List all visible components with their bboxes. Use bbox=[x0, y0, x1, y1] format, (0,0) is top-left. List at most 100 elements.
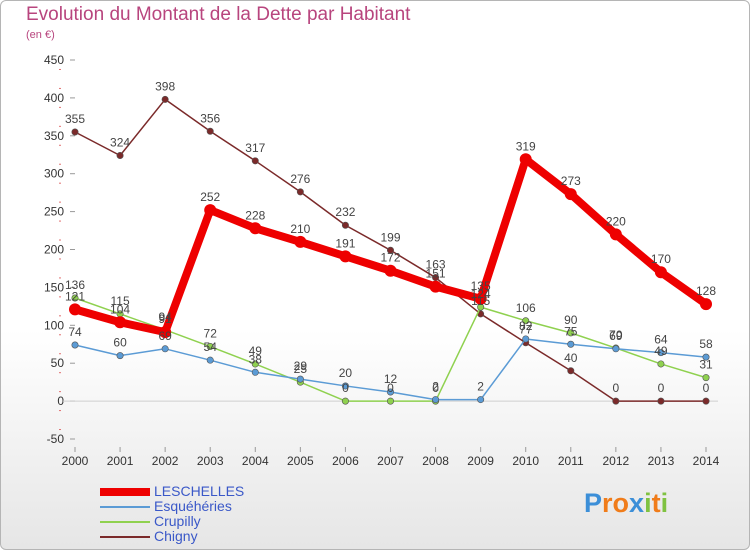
data-label: 82 bbox=[519, 319, 533, 333]
data-label: 77 bbox=[519, 323, 533, 337]
data-label: 128 bbox=[696, 284, 716, 298]
x-tick-label: 2007 bbox=[377, 454, 404, 468]
data-point bbox=[519, 153, 532, 166]
data-label: 0 bbox=[703, 381, 710, 395]
y-tick-label: -50 bbox=[47, 432, 65, 446]
data-label: 355 bbox=[65, 112, 85, 126]
brand-letter: t bbox=[651, 488, 661, 518]
brand-letter: i bbox=[660, 488, 669, 518]
series-line-0 bbox=[71, 155, 710, 337]
data-label: 54 bbox=[204, 340, 218, 354]
brand-letter: o bbox=[612, 488, 630, 518]
y-tick-label: 350 bbox=[44, 129, 64, 143]
data-point bbox=[341, 221, 349, 229]
data-label: 0 bbox=[342, 381, 349, 395]
y-tick-label: 150 bbox=[44, 280, 64, 294]
data-label: 70 bbox=[609, 328, 623, 342]
data-label: 324 bbox=[110, 136, 130, 150]
data-label: 170 bbox=[651, 252, 671, 266]
x-tick-label: 2012 bbox=[603, 454, 630, 468]
data-point bbox=[116, 152, 124, 160]
data-point bbox=[206, 343, 214, 351]
legend-label-esqueheries: Esquéhéries bbox=[154, 498, 232, 514]
data-label: 136 bbox=[65, 278, 85, 292]
data-point bbox=[657, 397, 665, 405]
data-point bbox=[116, 352, 124, 360]
legend-label-crupilly: Crupilly bbox=[154, 513, 201, 529]
data-label: 0 bbox=[658, 381, 665, 395]
data-label: 29 bbox=[294, 359, 308, 373]
data-label: 25 bbox=[294, 362, 308, 376]
data-point bbox=[700, 298, 712, 311]
data-point bbox=[522, 335, 530, 343]
legend-swatch-leschelles bbox=[100, 488, 150, 496]
data-point bbox=[294, 235, 307, 248]
data-label: 0 bbox=[432, 381, 439, 395]
data-label: 104 bbox=[110, 302, 130, 316]
legend-swatch-chigny bbox=[100, 536, 150, 538]
x-tick-label: 2001 bbox=[107, 454, 134, 468]
data-label: 2 bbox=[432, 380, 439, 394]
data-label: 20 bbox=[339, 366, 353, 380]
data-point bbox=[114, 316, 127, 329]
x-tick-label: 2003 bbox=[197, 454, 224, 468]
x-tick-label: 2010 bbox=[512, 454, 539, 468]
data-point bbox=[206, 356, 214, 364]
data-label: 94 bbox=[158, 310, 172, 324]
data-label: 49 bbox=[654, 344, 668, 358]
data-point bbox=[567, 329, 575, 337]
data-point bbox=[702, 353, 710, 361]
data-point bbox=[564, 188, 577, 201]
data-point bbox=[657, 360, 665, 368]
data-point bbox=[522, 317, 530, 325]
data-point bbox=[71, 341, 79, 349]
data-label: 91 bbox=[158, 312, 172, 326]
data-label: 69 bbox=[609, 329, 623, 343]
data-point bbox=[429, 280, 442, 293]
x-tick-label: 2004 bbox=[242, 454, 269, 468]
x-tick-label: 2009 bbox=[467, 454, 494, 468]
data-label: 115 bbox=[111, 294, 130, 308]
legend-swatch-esqueheries bbox=[100, 506, 150, 508]
data-label: 72 bbox=[204, 327, 218, 341]
data-label: 106 bbox=[516, 301, 536, 315]
data-label: 38 bbox=[249, 352, 263, 366]
data-label: 69 bbox=[158, 329, 172, 343]
x-tick-label: 2014 bbox=[693, 454, 720, 468]
y-tick-label: 400 bbox=[44, 91, 64, 105]
data-point bbox=[657, 349, 665, 357]
data-label: 220 bbox=[606, 214, 626, 228]
y-tick-label: 0 bbox=[57, 394, 64, 408]
data-point bbox=[161, 95, 169, 103]
data-label: 317 bbox=[245, 141, 265, 155]
x-tick-label: 2011 bbox=[558, 454, 584, 468]
data-label: 276 bbox=[290, 172, 310, 186]
data-label: 199 bbox=[380, 230, 400, 244]
data-point bbox=[339, 250, 352, 263]
legend-label-leschelles: LESCHELLES bbox=[154, 483, 245, 499]
data-point bbox=[702, 397, 710, 405]
data-point bbox=[702, 374, 710, 382]
data-point bbox=[251, 360, 259, 368]
brand-letter: i bbox=[644, 488, 652, 518]
data-label: 356 bbox=[200, 111, 220, 125]
x-tick-label: 2013 bbox=[648, 454, 675, 468]
x-tick-label: 2008 bbox=[422, 454, 449, 468]
data-point bbox=[567, 367, 575, 375]
data-label: 210 bbox=[290, 222, 310, 236]
data-point bbox=[474, 292, 487, 305]
data-point bbox=[251, 157, 259, 165]
x-tick-label: 2006 bbox=[332, 454, 359, 468]
data-point bbox=[612, 397, 620, 405]
data-label: 135 bbox=[471, 279, 491, 293]
data-label: 12 bbox=[384, 372, 398, 386]
data-label: 319 bbox=[516, 139, 536, 153]
data-label: 124 bbox=[471, 287, 491, 301]
data-label: 398 bbox=[155, 79, 175, 93]
data-point bbox=[386, 397, 394, 405]
x-tick-label: 2002 bbox=[152, 454, 179, 468]
data-point bbox=[384, 264, 397, 277]
legend-label-chigny: Chigny bbox=[154, 528, 198, 544]
data-label: 64 bbox=[654, 333, 668, 347]
